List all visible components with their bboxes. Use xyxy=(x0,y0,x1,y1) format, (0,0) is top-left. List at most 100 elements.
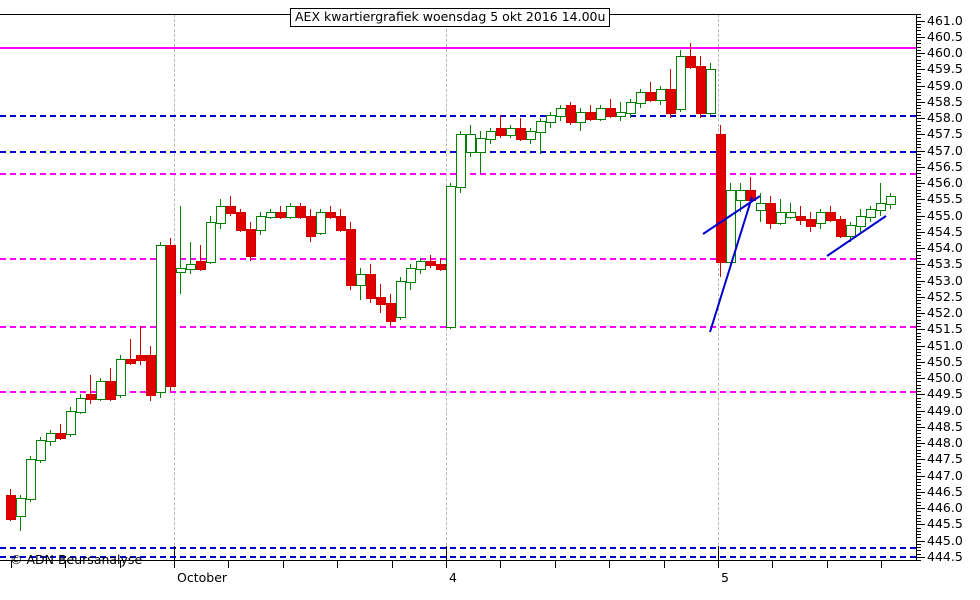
time-tick xyxy=(772,560,773,568)
candle-body-up xyxy=(156,244,166,393)
price-tick-minor xyxy=(916,186,921,188)
candle-body-down xyxy=(426,261,436,267)
price-tick-minor xyxy=(916,225,921,227)
price-tick-major xyxy=(916,183,925,184)
price-tick-minor xyxy=(916,417,921,418)
copyright-notice: © ADN Beursanalyse xyxy=(10,552,143,567)
time-tick xyxy=(392,560,393,568)
price-tick-minor xyxy=(916,144,921,145)
price-tick-minor xyxy=(916,430,921,431)
price-tick-minor xyxy=(916,504,921,506)
candle-body-down xyxy=(686,56,696,68)
price-tick-major xyxy=(916,231,925,233)
price-tick-major xyxy=(916,540,925,542)
candle-body-up xyxy=(256,215,266,231)
candle-body-down xyxy=(196,261,206,270)
price-tick-minor xyxy=(916,46,921,48)
price-tick-minor xyxy=(916,517,921,519)
price-tick-minor xyxy=(916,488,921,490)
price-tick-major xyxy=(916,150,925,152)
price-tick-minor xyxy=(916,108,921,110)
candle-body-up xyxy=(616,111,626,117)
price-tick-minor xyxy=(916,127,921,129)
price-tick-major xyxy=(916,101,925,103)
price-tick-label: 456.0 xyxy=(927,175,963,190)
candle-body-up xyxy=(786,212,796,218)
time-tick xyxy=(65,560,66,568)
price-tick-minor xyxy=(916,514,921,516)
price-tick-label: 449.0 xyxy=(927,402,963,418)
price-tick-minor xyxy=(916,79,921,80)
candle-body-down xyxy=(796,215,806,221)
price-tick-minor xyxy=(916,293,921,295)
price-tick-minor xyxy=(916,319,921,321)
price-tick-label: 448.5 xyxy=(927,418,963,434)
price-tick-minor xyxy=(916,342,921,344)
candle-body-down xyxy=(566,105,576,124)
price-tick-minor xyxy=(916,238,921,240)
price-tick-major xyxy=(916,459,925,461)
candle-body-down xyxy=(366,274,376,299)
price-tick-minor xyxy=(916,82,921,84)
candle-wick xyxy=(140,326,141,365)
price-tick-minor xyxy=(916,114,921,116)
price-tick-minor xyxy=(916,43,921,45)
candle-body-up xyxy=(626,101,636,114)
price-tick-label: 458.0 xyxy=(927,110,963,125)
price-tick-label: 446.5 xyxy=(927,483,963,499)
candle-wick xyxy=(200,244,201,271)
price-tick-label: 459.5 xyxy=(927,61,963,77)
price-tick-minor xyxy=(916,267,921,269)
candle-body-up xyxy=(66,410,76,436)
price-tick-minor xyxy=(916,124,921,126)
candle-body-down xyxy=(346,228,356,286)
price-tick-minor xyxy=(916,62,921,64)
price-tick-minor xyxy=(916,456,921,457)
price-tick-minor xyxy=(916,95,921,97)
price-tick-minor xyxy=(916,287,921,288)
price-tick-label: 456.5 xyxy=(927,158,963,174)
price-tick-label: 459.0 xyxy=(927,77,963,93)
price-tick-major xyxy=(916,85,925,87)
price-tick-label: 457.5 xyxy=(927,126,963,142)
price-tick-minor xyxy=(916,189,921,191)
time-tick xyxy=(120,560,121,568)
price-tick-minor xyxy=(916,72,921,74)
price-tick-minor xyxy=(916,407,921,409)
price-tick-minor xyxy=(916,469,921,470)
candle-body-down xyxy=(806,218,816,228)
price-tick-major xyxy=(916,508,925,509)
time-tick-label: 5 xyxy=(721,570,729,585)
price-tick-minor xyxy=(916,283,921,285)
candle-body-down xyxy=(646,92,656,101)
price-tick-minor xyxy=(916,277,921,279)
price-tick-minor xyxy=(916,251,921,253)
price-tick-major xyxy=(916,215,925,217)
candle-body-down xyxy=(386,303,396,322)
candle-body-up xyxy=(576,111,586,124)
trendline-steep-support xyxy=(709,196,753,333)
price-tick-minor xyxy=(916,23,921,25)
candle-body-down xyxy=(306,215,316,237)
price-tick-label: 447.5 xyxy=(927,451,963,467)
price-tick-minor xyxy=(916,339,921,340)
candle-body-down xyxy=(56,433,66,439)
trendline-lower-support xyxy=(826,215,887,257)
price-tick-major xyxy=(916,524,925,526)
price-tick-minor xyxy=(916,153,921,155)
price-tick-major xyxy=(916,166,925,168)
price-tick-minor xyxy=(916,365,921,366)
candle-body-down xyxy=(326,212,336,218)
candle-body-down xyxy=(376,296,386,306)
price-tick-minor xyxy=(916,209,921,210)
price-tick-minor xyxy=(916,465,921,467)
price-tick-major xyxy=(916,345,925,347)
candle-wick xyxy=(180,205,181,294)
price-tick-major xyxy=(916,280,925,282)
price-tick-minor xyxy=(916,254,921,256)
price-tick-minor xyxy=(916,387,921,389)
price-tick-minor xyxy=(916,176,921,178)
reference-line xyxy=(0,326,916,328)
time-tick xyxy=(555,560,556,568)
